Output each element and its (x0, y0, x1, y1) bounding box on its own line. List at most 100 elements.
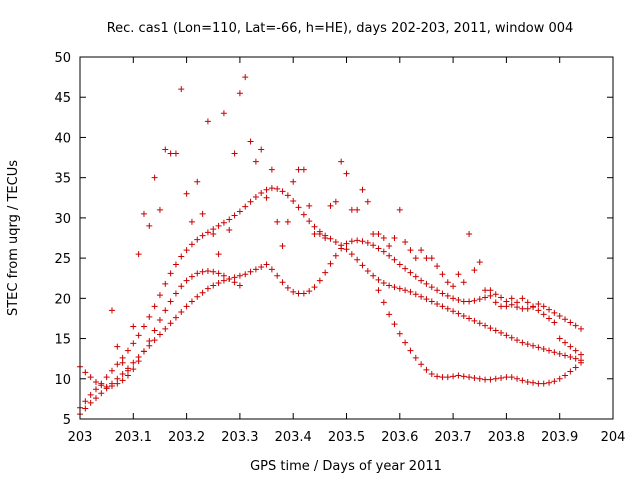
data-point (428, 284, 435, 291)
data-point (140, 323, 147, 330)
data-point (215, 251, 222, 258)
data-point (210, 230, 217, 237)
data-point (370, 242, 377, 249)
data-point (114, 380, 121, 387)
data-point (247, 268, 254, 275)
data-point (460, 373, 467, 380)
data-point (199, 232, 206, 239)
data-point (508, 295, 515, 302)
data-point (450, 283, 457, 290)
data-point (92, 386, 99, 393)
data-point (562, 339, 569, 346)
data-point (215, 280, 222, 287)
data-point (434, 300, 441, 307)
data-point (535, 307, 542, 314)
data-point (156, 331, 163, 338)
data-point (82, 398, 89, 405)
data-point (396, 261, 403, 268)
data-point (428, 298, 435, 305)
data-point (130, 366, 137, 373)
data-point (487, 376, 494, 383)
data-point (92, 378, 99, 385)
x-tick-label: 203.5 (328, 430, 365, 445)
data-point (194, 178, 201, 185)
data-point (263, 186, 270, 193)
data-point (434, 373, 441, 380)
data-point (524, 378, 531, 385)
data-point (316, 230, 323, 237)
data-point (524, 341, 531, 348)
data-point (348, 251, 355, 258)
data-point (87, 391, 94, 398)
data-point (82, 405, 89, 412)
data-point (343, 246, 350, 253)
data-point (247, 198, 254, 205)
data-point (295, 290, 302, 297)
data-point (210, 268, 217, 275)
data-point (503, 332, 510, 339)
data-point (279, 279, 286, 286)
data-point (279, 188, 286, 195)
data-point (252, 158, 259, 165)
data-point (578, 325, 585, 332)
data-point (386, 282, 393, 289)
data-point (140, 210, 147, 217)
data-point (151, 337, 158, 344)
x-tick-label: 204 (601, 430, 626, 445)
data-point (82, 369, 89, 376)
data-point (306, 218, 313, 225)
data-point (103, 383, 110, 390)
data-point (327, 202, 334, 209)
data-point (204, 229, 211, 236)
data-point (519, 339, 526, 346)
data-point (519, 305, 526, 312)
data-point (482, 287, 489, 294)
data-point (524, 305, 531, 312)
y-tick-label: 45 (54, 91, 71, 106)
data-point (247, 138, 254, 145)
data-point (546, 379, 553, 386)
data-point (412, 255, 419, 262)
data-point (439, 303, 446, 310)
data-point (572, 355, 579, 362)
data-point (236, 272, 243, 279)
y-tick-label: 15 (54, 333, 71, 348)
y-tick-label: 40 (54, 131, 71, 146)
data-point (572, 322, 579, 329)
data-point (194, 270, 201, 277)
data-point (311, 284, 318, 291)
data-point (274, 272, 281, 279)
y-tick-label: 5 (63, 413, 71, 428)
data-point (530, 303, 537, 310)
data-point (188, 273, 195, 280)
data-point (119, 377, 126, 384)
data-point (407, 288, 414, 295)
y-tick-label: 20 (54, 292, 71, 307)
y-tick-label: 25 (54, 252, 71, 267)
data-point (135, 358, 142, 365)
data-point (391, 321, 398, 328)
data-point (492, 291, 499, 298)
data-point (215, 270, 222, 277)
data-point (338, 158, 345, 165)
x-tick-label: 203.8 (488, 430, 525, 445)
data-point (156, 292, 163, 299)
data-point (482, 294, 489, 301)
data-point (375, 276, 382, 283)
data-point (551, 309, 558, 316)
data-point (370, 272, 377, 279)
data-point (375, 230, 382, 237)
data-point (476, 375, 483, 382)
data-point (444, 374, 451, 381)
data-point (460, 313, 467, 320)
data-point (402, 287, 409, 294)
y-tick-label: 35 (54, 172, 71, 187)
data-point (103, 374, 110, 381)
data-point (130, 340, 137, 347)
data-point (156, 206, 163, 213)
data-point (220, 219, 227, 226)
data-point (439, 290, 446, 297)
data-point (535, 344, 542, 351)
data-point (567, 354, 574, 361)
x-tick-label: 203.3 (221, 430, 258, 445)
